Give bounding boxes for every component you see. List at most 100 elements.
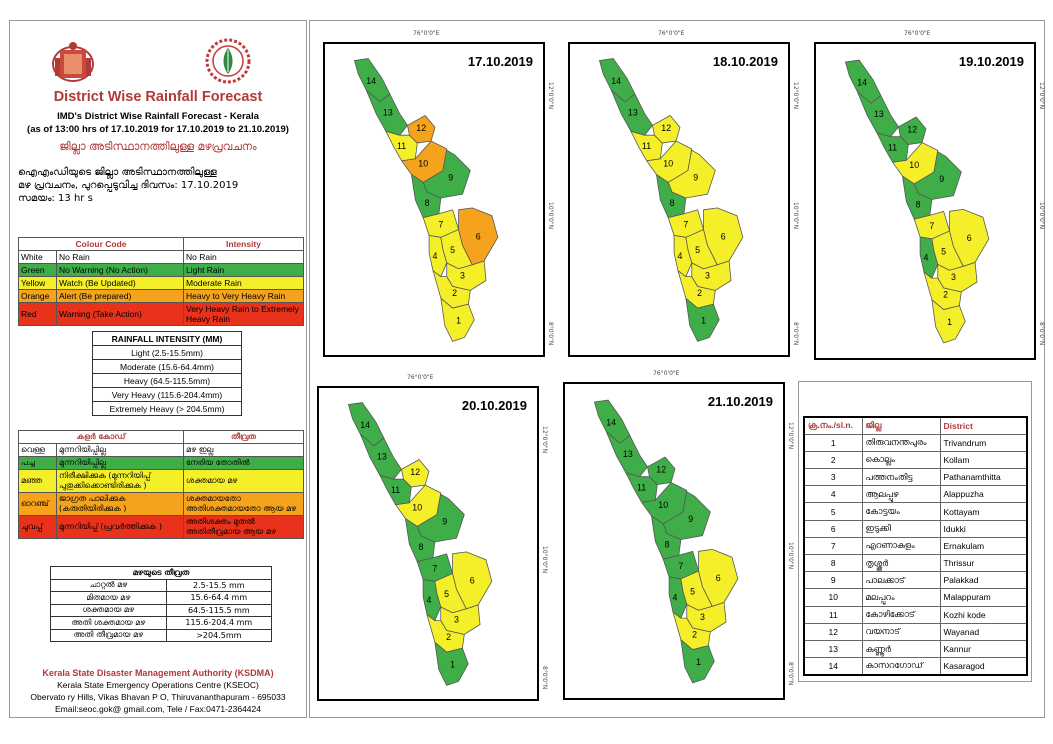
forecast-map-panel: 1 2 3 4 5 6 7 8 9 10 11 12 13 14 19.10.2019 bbox=[814, 42, 1036, 360]
district-number: 7 bbox=[803, 536, 863, 556]
ml-issue-line3: സമയം: 13 hr s bbox=[18, 193, 93, 204]
forecast-map-panel: 1 2 3 4 5 6 7 8 9 10 11 12 13 14 20.10.2019 bbox=[317, 386, 539, 701]
latitude-label: 8°0'0"N bbox=[787, 662, 794, 686]
district-row: 1 തിരുവനന്തപുരം Trivandrum bbox=[803, 433, 1028, 452]
district-row: 4 ആലപ്പുഴ Alappuzha bbox=[803, 485, 1028, 504]
district-number-label: 7 bbox=[432, 563, 437, 573]
district-row: 12 വയനാട് Wayanad bbox=[803, 622, 1028, 641]
colour-name: Green bbox=[18, 263, 57, 277]
district-number-label: 9 bbox=[693, 172, 698, 182]
district-number-label: 3 bbox=[705, 271, 710, 281]
latitude-label: 12°0'0"N bbox=[787, 422, 794, 450]
ml-colour-name: ഓറഞ്ച് bbox=[18, 492, 57, 516]
district-en-name: Malappuram bbox=[939, 588, 1028, 607]
district-ml-name: ഇടുക്കി bbox=[861, 519, 941, 538]
district-ml-name: കണ്ണൂർ bbox=[861, 639, 941, 659]
district-number-label: 6 bbox=[476, 231, 481, 241]
district-number: 8 bbox=[803, 553, 863, 573]
longitude-label: 76°0'0"E bbox=[653, 370, 680, 377]
subtitle-validity: (as of 13:00 hrs of 17.10.2019 for 17.10… bbox=[27, 124, 289, 135]
district-number-label: 8 bbox=[419, 542, 424, 552]
district-number-label: 13 bbox=[623, 449, 633, 459]
district-number-label: 12 bbox=[410, 467, 420, 477]
district-number-label: 10 bbox=[418, 159, 428, 169]
intensity-value: Very Heavy Rain to Extremely Heavy Rain bbox=[183, 302, 304, 326]
district-region-6 bbox=[458, 207, 499, 266]
forecast-date: 17.10.2019 bbox=[467, 54, 533, 69]
district-en-name: Thrissur bbox=[939, 553, 1028, 573]
ml-intensity-table: മഴയുടെ തീവ്രത ചാറ്റൽ മഴ 2.5-15.5 mm മിതമായ… bbox=[50, 566, 273, 642]
district-ml-name: പാലക്കാട് bbox=[861, 571, 941, 590]
district-number-label: 3 bbox=[700, 612, 705, 622]
rainfall-intensity-value: Very Heavy (115.6-204.4mm) bbox=[92, 387, 242, 402]
district-region-12 bbox=[647, 456, 676, 485]
district-en-name: Alappuzha bbox=[939, 485, 1028, 504]
district-number-label: 10 bbox=[658, 500, 668, 510]
ml-district-header: ജില്ല bbox=[861, 416, 941, 435]
forecast-date: 18.10.2019 bbox=[712, 54, 778, 69]
district-ml-name: തൃശ്ശൂർ bbox=[861, 553, 941, 573]
district-key-table: ക്ര.നം./sl.n. ജില്ല District 1 തിരുവനന്തപ… bbox=[803, 416, 1028, 676]
district-region-14 bbox=[844, 59, 882, 104]
district-row: 13 കണ്ണൂർ Kannur bbox=[803, 639, 1028, 659]
district-number-label: 4 bbox=[924, 252, 929, 262]
district-number-label: 7 bbox=[438, 219, 443, 229]
district-region-6 bbox=[698, 548, 739, 607]
intensity-value: Moderate Rain bbox=[183, 276, 304, 290]
district-number-label: 1 bbox=[701, 316, 706, 326]
district-region-14 bbox=[598, 58, 636, 103]
district-region-12 bbox=[401, 459, 430, 488]
district-number-label: 14 bbox=[611, 76, 621, 86]
latitude-label: 12°0'0"N bbox=[541, 426, 548, 454]
latitude-label: 10°0'0"N bbox=[792, 202, 799, 230]
district-region-10 bbox=[891, 142, 939, 185]
ml-intensity-value: അതിശക്തം മുതൽ അതിതീവ്രമായ ആയ മഴ bbox=[183, 515, 304, 539]
district-en-name: Palakkad bbox=[939, 571, 1028, 590]
ml-intensity-label: അതി ശക്തമായ മഴ bbox=[50, 616, 167, 630]
ml-issue-line2: മഴ പ്രവചനം, പുറപ്പെടുവിച്ച ദിവസം: 17.10.… bbox=[18, 180, 239, 191]
intensity-value: Heavy to Very Heavy Rain bbox=[183, 289, 304, 303]
ml-intensity-header-row: മഴയുടെ തീവ്രത bbox=[50, 566, 272, 580]
district-number-label: 2 bbox=[692, 630, 697, 640]
district-number-label: 12 bbox=[416, 123, 426, 133]
rainfall-intensity-row: Light (2.5-15.5mm) bbox=[92, 345, 242, 360]
district-number-label: 10 bbox=[412, 503, 422, 513]
rainfall-intensity-header: RAINFALL INTENSITY (MM) bbox=[92, 331, 242, 346]
warning-code: Warning (Take Action) bbox=[56, 302, 184, 326]
district-region-10 bbox=[400, 140, 448, 183]
latitude-label: 8°0'0"N bbox=[547, 322, 554, 346]
district-number-label: 12 bbox=[661, 123, 671, 133]
district-key-frame bbox=[798, 381, 1032, 682]
district-number-label: 10 bbox=[909, 160, 919, 170]
warning-code: Watch (Be Updated) bbox=[56, 276, 184, 290]
district-number-label: 9 bbox=[688, 514, 693, 524]
ml-intensity-row: അതി തീവ്രമായ മഴ >204.5mm bbox=[50, 628, 273, 642]
rainfall-intensity-header-row: RAINFALL INTENSITY (MM) bbox=[92, 331, 242, 346]
colour-code-header: Colour Code bbox=[18, 237, 184, 251]
colour-name: Orange bbox=[18, 289, 57, 303]
forecast-date: 21.10.2019 bbox=[707, 394, 773, 409]
longitude-label: 76°0'0"E bbox=[407, 374, 434, 381]
ml-colour-code-table: കളർ കോഡ് തീവ്രത വെള്ള മുന്നറിയിപ്പില്ല മഴ … bbox=[18, 430, 304, 539]
district-number-label: 11 bbox=[642, 141, 651, 151]
district-number-label: 12 bbox=[656, 465, 666, 475]
ml-colour-name: വെള്ള bbox=[18, 443, 57, 457]
district-region-6 bbox=[703, 207, 744, 266]
ml-intensity-value: ശക്തമായ മഴ bbox=[183, 469, 304, 493]
district-region-11 bbox=[630, 130, 663, 162]
longitude-label: 76°0'0"E bbox=[904, 30, 931, 37]
district-number-label: 13 bbox=[377, 452, 387, 462]
latitude-label: 12°0'0"N bbox=[792, 82, 799, 110]
district-number-label: 7 bbox=[683, 219, 688, 229]
district-number-label: 3 bbox=[460, 271, 465, 281]
district-number: 6 bbox=[803, 519, 863, 538]
ml-colour-code-header-row: കളർ കോഡ് തീവ്രത bbox=[18, 430, 304, 444]
district-en-name: Idukki bbox=[939, 519, 1028, 538]
district-number-label: 10 bbox=[663, 159, 673, 169]
district-row: 8 തൃശ്ശൂർ Thrissur bbox=[803, 553, 1028, 573]
district-ml-name: കാസറഗോഡ് bbox=[861, 657, 941, 676]
district-number-label: 9 bbox=[442, 516, 447, 526]
district-number-label: 3 bbox=[951, 272, 956, 282]
district-number-label: 8 bbox=[425, 198, 430, 208]
